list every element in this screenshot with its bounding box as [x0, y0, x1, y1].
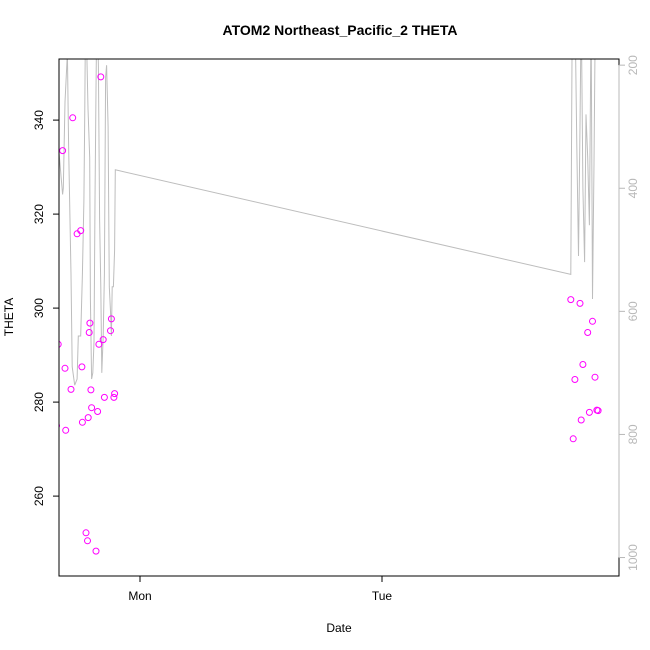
data-point: [88, 404, 96, 412]
data-point: [571, 376, 579, 383]
y2-tick-label: 1000: [626, 544, 640, 571]
x-axis-label: Date: [326, 621, 352, 635]
data-point: [567, 296, 575, 304]
data-point: [591, 373, 599, 381]
data-point: [77, 227, 85, 235]
y2-tick-label: 800: [626, 424, 640, 444]
data-point: [84, 414, 92, 422]
data-point: [67, 385, 75, 393]
data-point: [107, 327, 114, 335]
data-point: [82, 529, 90, 537]
data-point: [84, 537, 91, 545]
data-point: [59, 147, 67, 155]
chart-title: ATOM2 Northeast_Pacific_2 THETA: [223, 22, 458, 38]
data-point: [61, 364, 69, 372]
data-point: [59, 340, 62, 348]
data-point: [85, 329, 93, 336]
data-point: [86, 319, 94, 327]
y2-tick-label: 200: [626, 55, 640, 75]
axes: Mon Tue 260 280 300 320 340 200 400 600 800 1000: [32, 55, 640, 603]
data-point: [97, 73, 105, 81]
data-point: [78, 418, 86, 426]
series-line-0: [59, 59, 596, 386]
y2-tick-label: 600: [626, 301, 640, 321]
y-tick-label: 260: [32, 486, 46, 506]
data-point: [73, 230, 81, 238]
y-tick-label: 320: [32, 204, 46, 224]
data-point: [584, 329, 592, 336]
data-point: [110, 393, 118, 401]
data-point: [111, 390, 119, 398]
plot-area: [59, 59, 602, 555]
data-point: [585, 408, 593, 416]
data-point: [107, 315, 115, 323]
data-point: [577, 416, 585, 424]
plot-frame: [58, 58, 620, 577]
x-tick-label: Tue: [372, 589, 393, 603]
data-point: [99, 336, 107, 344]
data-point: [78, 363, 86, 371]
data-point: [576, 299, 584, 307]
data-point: [579, 361, 587, 368]
data-point: [92, 547, 100, 555]
x-tick-label: Mon: [128, 589, 151, 603]
y-axis-label: THETA: [2, 298, 16, 336]
data-point: [87, 386, 95, 394]
y2-tick-label: 400: [626, 178, 640, 198]
data-point: [95, 340, 103, 348]
data-point: [94, 408, 102, 415]
data-point: [569, 435, 577, 443]
data-point: [62, 426, 70, 434]
y-tick-label: 300: [32, 298, 46, 318]
y-tick-label: 340: [32, 110, 46, 130]
data-point: [589, 317, 596, 325]
data-point: [594, 407, 602, 415]
data-point: [69, 114, 77, 122]
y-tick-label: 280: [32, 392, 46, 412]
data-point: [100, 393, 108, 401]
